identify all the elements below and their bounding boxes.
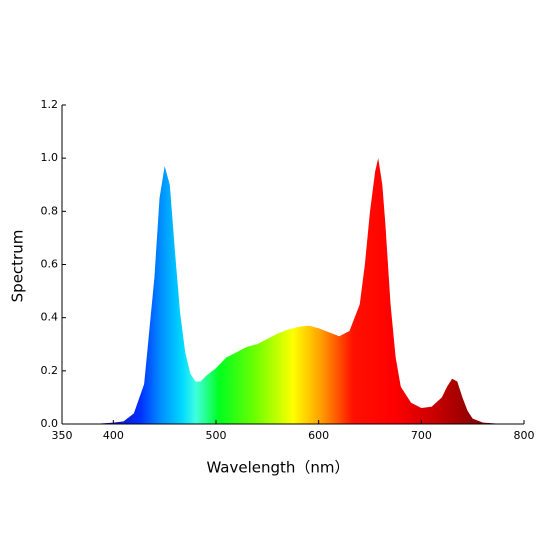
x-tick-label: 700 (411, 429, 432, 442)
y-tick-label: 0.4 (41, 311, 59, 324)
y-tick-label: 0.0 (41, 417, 59, 430)
y-tick-label: 0.2 (41, 364, 59, 377)
x-tick-label: 400 (103, 429, 124, 442)
y-tick-label: 0.8 (41, 204, 59, 217)
y-tick-label: 1.0 (41, 151, 59, 164)
x-tick-label: 600 (308, 429, 329, 442)
x-tick-label: 800 (514, 429, 535, 442)
spectrum-area (92, 158, 525, 424)
y-axis-title: Spectrum (9, 230, 27, 303)
y-tick-label: 0.6 (41, 258, 59, 271)
x-axis-title: Wavelength（nm） (206, 459, 349, 477)
y-tick-label: 1.2 (41, 98, 59, 111)
x-tick-label: 500 (206, 429, 227, 442)
x-tick-label: 350 (52, 429, 73, 442)
